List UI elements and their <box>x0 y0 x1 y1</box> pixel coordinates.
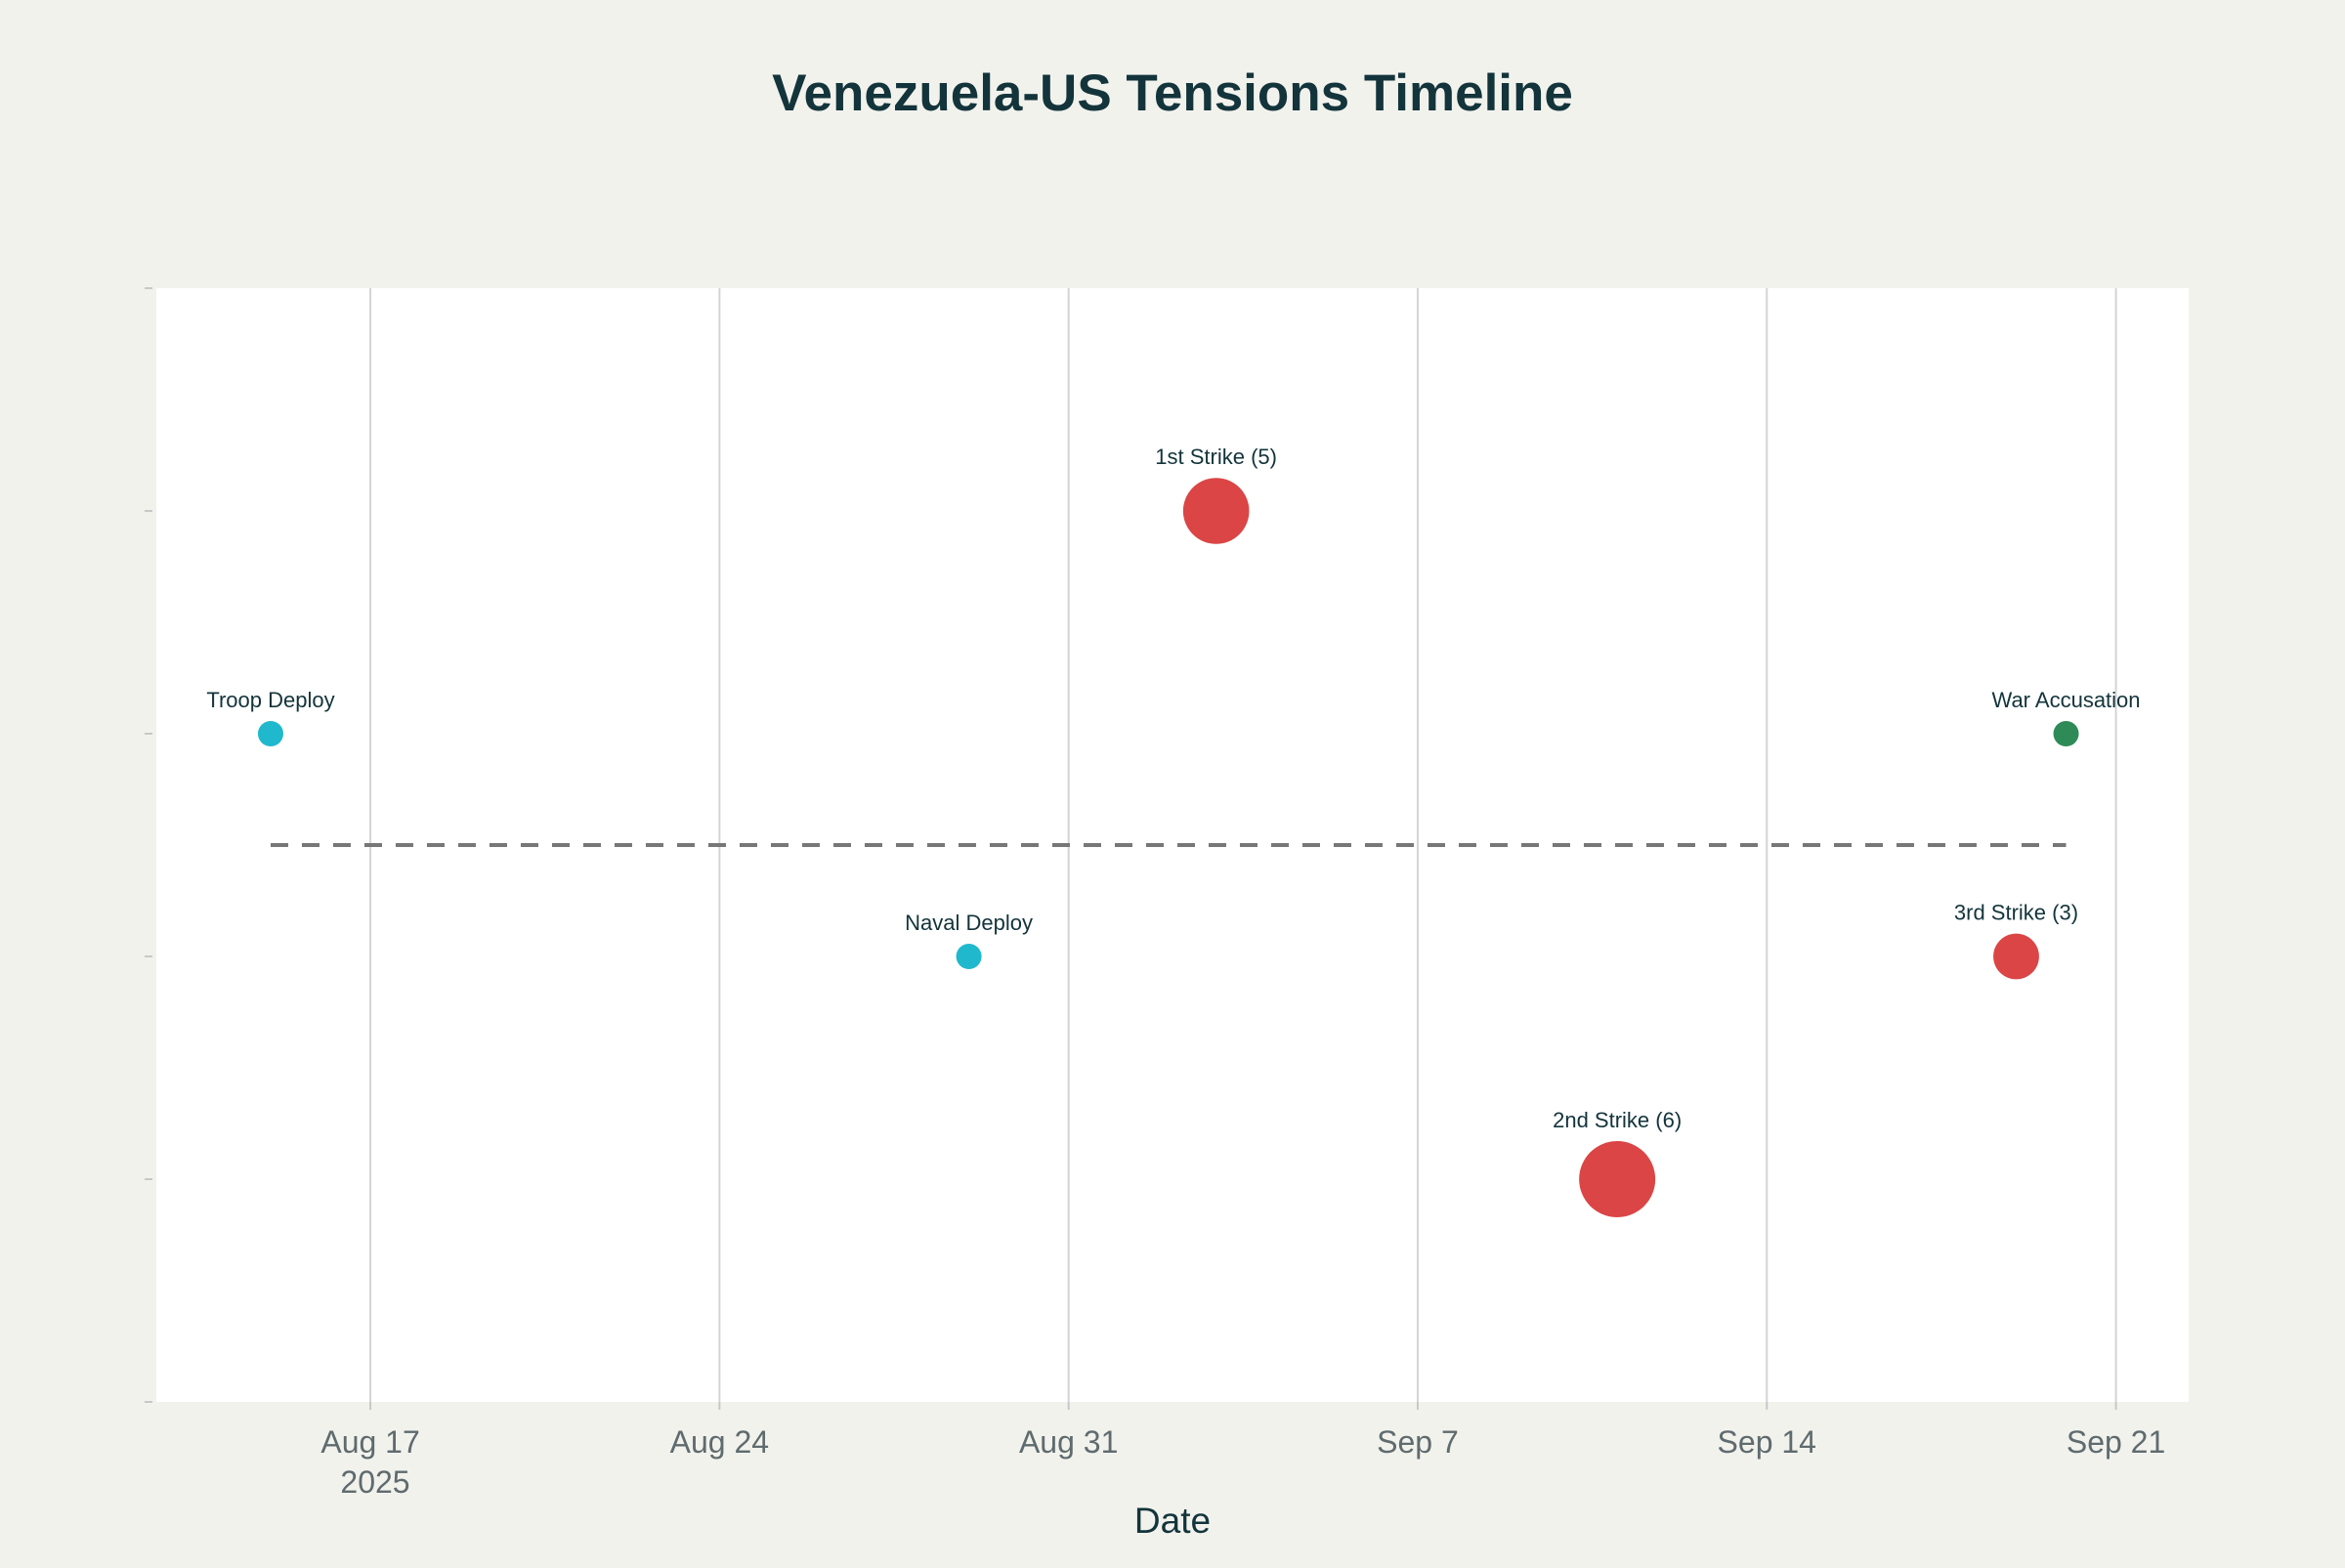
x-axis-title: Date <box>1134 1501 1211 1541</box>
x-tick-label: Sep 14 <box>1718 1424 1816 1460</box>
event-label: War Accusation <box>1992 688 2141 712</box>
event-marker[interactable] <box>1993 933 2039 980</box>
event-marker[interactable] <box>956 944 982 969</box>
y-axis-ticks <box>145 287 152 1403</box>
event-marker[interactable] <box>1579 1141 1656 1217</box>
x-tick-label: Sep 7 <box>1377 1424 1459 1460</box>
event-markers <box>257 478 2079 1217</box>
x-axis-tick-labels: Aug 17 Aug 24 Aug 31 Sep 7 Sep 14 Sep 21 <box>320 1424 2165 1460</box>
event-marker[interactable] <box>257 721 283 746</box>
event-label: 2nd Strike (6) <box>1553 1108 1682 1132</box>
x-tick-label: Aug 24 <box>670 1424 769 1460</box>
x-tick-label: Sep 21 <box>2067 1424 2165 1460</box>
x-tick-label: Aug 31 <box>1019 1424 1118 1460</box>
x-axis-year-label: 2025 <box>340 1464 409 1500</box>
event-marker[interactable] <box>2053 721 2079 746</box>
event-labels: Troop Deploy Naval Deploy 1st Strike (5) 2n… <box>206 445 2140 1132</box>
event-marker[interactable] <box>1182 478 1250 544</box>
chart-title: Venezuela-US Tensions Timeline <box>772 64 1573 122</box>
event-label: Naval Deploy <box>905 911 1033 935</box>
event-label: 1st Strike (5) <box>1155 445 1277 469</box>
x-tick-label: Aug 17 <box>320 1424 419 1460</box>
event-label: 3rd Strike (3) <box>1954 901 2078 925</box>
event-label: Troop Deploy <box>206 688 334 712</box>
